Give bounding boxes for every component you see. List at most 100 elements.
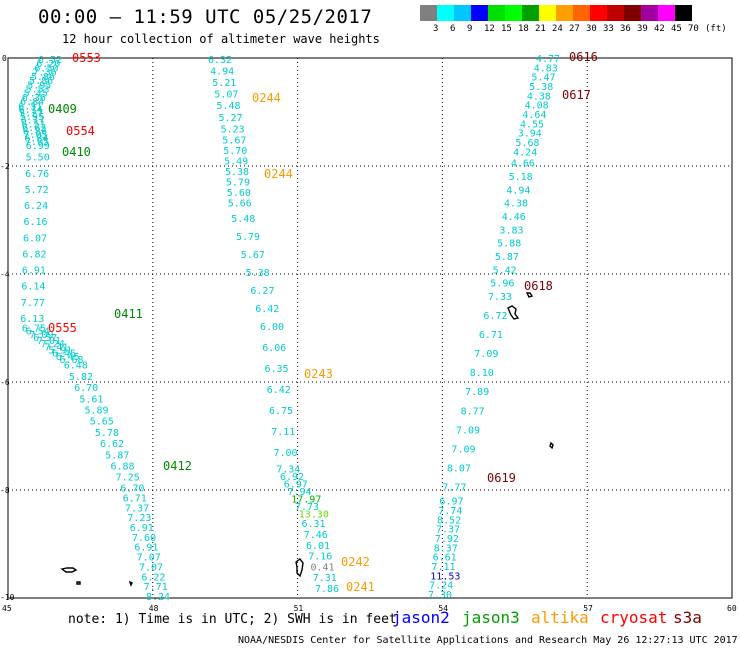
track1-value: 7.71: [144, 582, 168, 593]
track1-value: 6.24: [24, 201, 48, 212]
color-scale-label: 42: [654, 24, 665, 34]
track1-value: 6.16: [23, 217, 47, 228]
color-scale-swatch: [590, 5, 607, 21]
track1-value: 6.86: [23, 126, 47, 137]
track1-value: 7.01: [37, 336, 61, 347]
track1-value: 5.72: [25, 185, 49, 196]
track1-value: 6.17: [21, 116, 45, 127]
legend-altika: altika: [531, 608, 589, 627]
track1-value: 6.91: [130, 523, 154, 534]
track3-value: 5.96: [490, 279, 514, 290]
y-tick-label: -4: [0, 270, 10, 279]
track1-value: 7.07: [139, 562, 163, 573]
track2-value: 6.97: [284, 480, 308, 491]
color-scale-label: 12: [484, 24, 495, 34]
track2-value: 5.67: [241, 250, 265, 261]
pass-label-0409: 0409: [48, 102, 77, 116]
track3-value: 7.33: [488, 292, 512, 303]
track3-value: 7.37: [436, 525, 460, 536]
island-outline: [295, 558, 304, 578]
track3-value: 7.74: [438, 506, 462, 517]
track1-value: 6.82: [22, 249, 46, 260]
legend-s3a: s3a: [673, 608, 702, 627]
pass-label-0244: 0244: [252, 91, 281, 105]
track2-value: 7.86: [315, 584, 339, 595]
track1-value: 7.60: [132, 533, 156, 544]
track2-value: 5.70: [223, 146, 247, 157]
track3-value: 7.89: [465, 387, 489, 398]
track1-value: 6.13: [20, 314, 44, 325]
pass-label-0243: 0243: [304, 367, 333, 381]
track1-value: 5.45: [24, 89, 48, 100]
track1-value: 7.09: [29, 330, 53, 341]
map-frame: [7, 57, 733, 599]
pass-label-0619: 0619: [487, 471, 516, 485]
color-scale-label: 33: [603, 24, 614, 34]
track1-value: 5.53: [25, 84, 49, 95]
color-scale-swatch: [488, 5, 505, 21]
track2-value: 5.07: [214, 90, 238, 101]
axis-ticks: 45 48 51 54 57 60 0 -2 -4 -6 -8 -10: [0, 54, 737, 613]
track2-value: 6.92: [280, 472, 304, 483]
track1-value: 5.91: [48, 346, 72, 357]
track1-value: 6.70: [120, 484, 144, 495]
color-scale-label: 9: [467, 24, 473, 34]
track1-value: 6.14: [21, 282, 45, 293]
x-tick-label: 60: [727, 604, 737, 613]
track3-value: 7.77: [442, 482, 466, 493]
track1-value: 6.84: [20, 97, 44, 108]
track1-value: 5.27: [19, 109, 43, 120]
track2-value: 5.38: [225, 167, 249, 178]
track2-value: 6.75: [269, 406, 293, 417]
island-outline: [525, 292, 534, 298]
track2-value: 5.66: [228, 199, 252, 210]
track3-value: 4.94: [506, 185, 530, 196]
track1-value: 6.36: [22, 93, 46, 104]
color-scale-swatch: [658, 5, 675, 21]
island-outline: [507, 305, 520, 320]
track3-value: 8.07: [447, 463, 471, 474]
track1-value: 6.68: [59, 355, 83, 366]
track1-value: 7.77: [21, 298, 45, 309]
pass-label-0244: 0244: [264, 167, 293, 181]
color-scale-label: 3: [433, 24, 439, 34]
track2-value: 0.41: [311, 562, 335, 573]
track1-value: 7.36: [33, 68, 57, 79]
track2-value: 7.00: [274, 448, 298, 459]
pass-label-0554: 0554: [66, 124, 95, 138]
track1-value: 7.05: [25, 137, 49, 148]
track3-value: 6.71: [479, 330, 503, 341]
track3-value: 5.68: [515, 138, 539, 149]
y-tick-label: -10: [0, 593, 15, 602]
chart-subtitle: 12 hour collection of altimeter wave hei…: [62, 32, 380, 46]
track1-value: 5.61: [79, 394, 103, 405]
track2-value: 6.27: [250, 286, 274, 297]
track3-value: 6.72: [483, 311, 507, 322]
track2-value: 7.46: [304, 530, 328, 541]
track1-value: 6.50: [34, 63, 58, 74]
track3-value: 5.87: [495, 252, 519, 263]
color-scale-swatch: [641, 5, 658, 21]
track1-value: 5.82: [69, 372, 93, 383]
track3-value: 4.55: [520, 119, 544, 130]
track3-value: 4.66: [511, 159, 535, 170]
color-scale-label: 27: [569, 24, 580, 34]
color-scale-swatch: [675, 5, 692, 21]
track3-value: 3.83: [499, 225, 523, 236]
track1-value: 6.99: [26, 141, 50, 152]
y-tick-label: -8: [0, 486, 10, 495]
pass-label-0616: 0616: [569, 50, 598, 64]
track2-value: 17.97: [291, 495, 321, 506]
pass-label-0553: 0553: [72, 51, 101, 65]
track2-value: 7.73: [295, 502, 319, 513]
track1-value: 6.71: [123, 493, 147, 504]
track2-value: 13.30: [299, 510, 329, 521]
island-outline: [60, 567, 78, 573]
color-scale-swatch: [471, 5, 488, 21]
pass-label-0412: 0412: [163, 459, 192, 473]
track1-value: 7.25: [116, 473, 140, 484]
track2-value: 7.94: [288, 487, 312, 498]
track1-value: 6.62: [100, 439, 124, 450]
track1-value: 6.14: [19, 105, 43, 116]
